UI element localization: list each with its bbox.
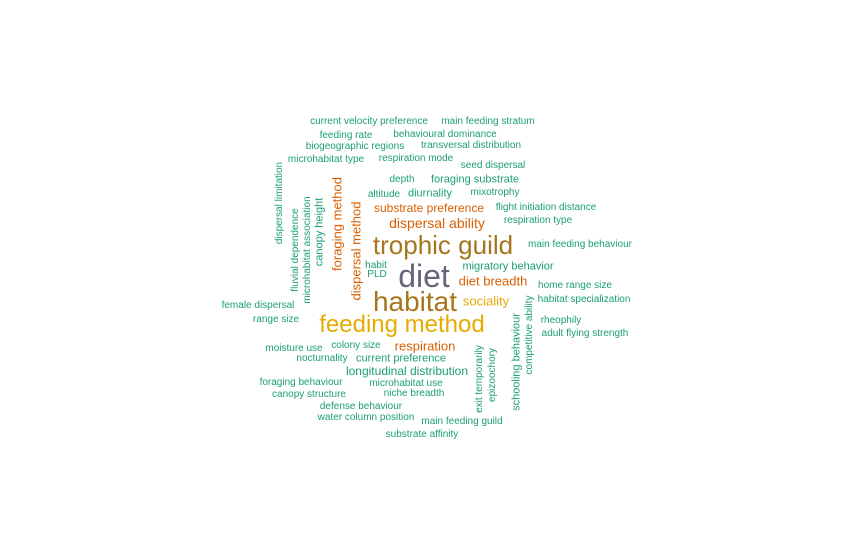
word-home-range-size: home range size (538, 280, 612, 291)
word-current-velocity-preference: current velocity preference (310, 116, 428, 127)
word-respiration-mode: respiration mode (378, 153, 454, 164)
word-female-dispersal: female dispersal (221, 300, 295, 311)
word-respiration: respiration (394, 338, 456, 354)
word-migratory-behavior: migratory behavior (462, 260, 554, 273)
word-transversal-distribution: transversal distribution (420, 140, 522, 151)
word-nocturnality: nocturnality (296, 353, 348, 364)
word-current-preference: current preference (356, 352, 446, 365)
word-habitat: habitat (372, 286, 458, 317)
word-schooling-behaviour: schooling behaviour (510, 313, 523, 411)
word-range-size: range size (252, 314, 300, 325)
word-fluvial-dependence: fluvial dependence (290, 208, 301, 292)
word-defense-behaviour: defense behaviour (319, 401, 403, 412)
word-pld: PLD (367, 269, 387, 280)
word-rheophily: rheophily (540, 315, 582, 326)
word-competitive-ability: competitive ability (524, 295, 535, 375)
word-feeding-method: feeding method (319, 311, 485, 338)
word-microhabitat-type: microhabitat type (287, 154, 365, 165)
word-feeding-rate: feeding rate (319, 130, 373, 141)
word-substrate-affinity: substrate affinity (385, 429, 459, 440)
word-dispersal-ability: dispersal ability (389, 215, 485, 231)
word-seed-dispersal: seed dispersal (460, 160, 526, 171)
word-foraging-behaviour: foraging behaviour (259, 377, 343, 388)
word-diurnality: diurnality (407, 187, 453, 200)
word-foraging-method: foraging method (329, 177, 345, 271)
word-flight-initiation-distance: flight initiation distance (495, 202, 597, 213)
word-niche-breadth: niche breadth (383, 388, 445, 399)
word-moisture-use: moisture use (265, 343, 323, 354)
word-canopy-height: canopy height (313, 197, 326, 267)
word-altitude: altitude (367, 189, 401, 200)
word-dispersal-limitation: dispersal limitation (274, 161, 285, 245)
word-habit: habit (365, 260, 387, 271)
word-depth: depth (389, 174, 415, 185)
word-water-column-position: water column position (317, 412, 415, 423)
word-main-feeding-guild: main feeding guild (421, 416, 503, 427)
word-colony-size: colony size (331, 340, 381, 351)
word-biogeographic-regions: biogeographic regions (305, 141, 405, 152)
word-canopy-structure: canopy structure (272, 389, 346, 400)
word-epizoochory: epizoochory (487, 348, 498, 402)
word-diet-breadth: diet breadth (458, 273, 528, 289)
word-diet: diet (398, 258, 450, 294)
word-substrate-preference: substrate preference (373, 201, 485, 215)
word-sociality: sociality (462, 293, 510, 309)
word-adult-flying-strength: adult flying strength (541, 328, 629, 339)
word-exit-temporarily: exit temporarily (474, 345, 485, 413)
word-foraging-substrate: foraging substrate (430, 173, 520, 186)
word-habitat-specialization: habitat specialization (537, 294, 631, 305)
word-behavioural-dominance: behavioural dominance (393, 129, 497, 140)
word-main-feeding-behaviour: main feeding behaviour (528, 239, 632, 250)
word-microhabitat-association: microhabitat association (302, 196, 313, 304)
word-trophic-guild: trophic guild (372, 230, 514, 260)
word-dispersal-method: dispersal method (348, 201, 364, 301)
word-microhabitat-use: microhabitat use (369, 378, 443, 389)
word-respiration-type: respiration type (503, 215, 573, 226)
word-main-feeding-stratum: main feeding stratum (441, 116, 535, 127)
word-mixotrophy: mixotrophy (470, 187, 520, 198)
word-longitudinal-distribution: longitudinal distribution (345, 364, 469, 378)
